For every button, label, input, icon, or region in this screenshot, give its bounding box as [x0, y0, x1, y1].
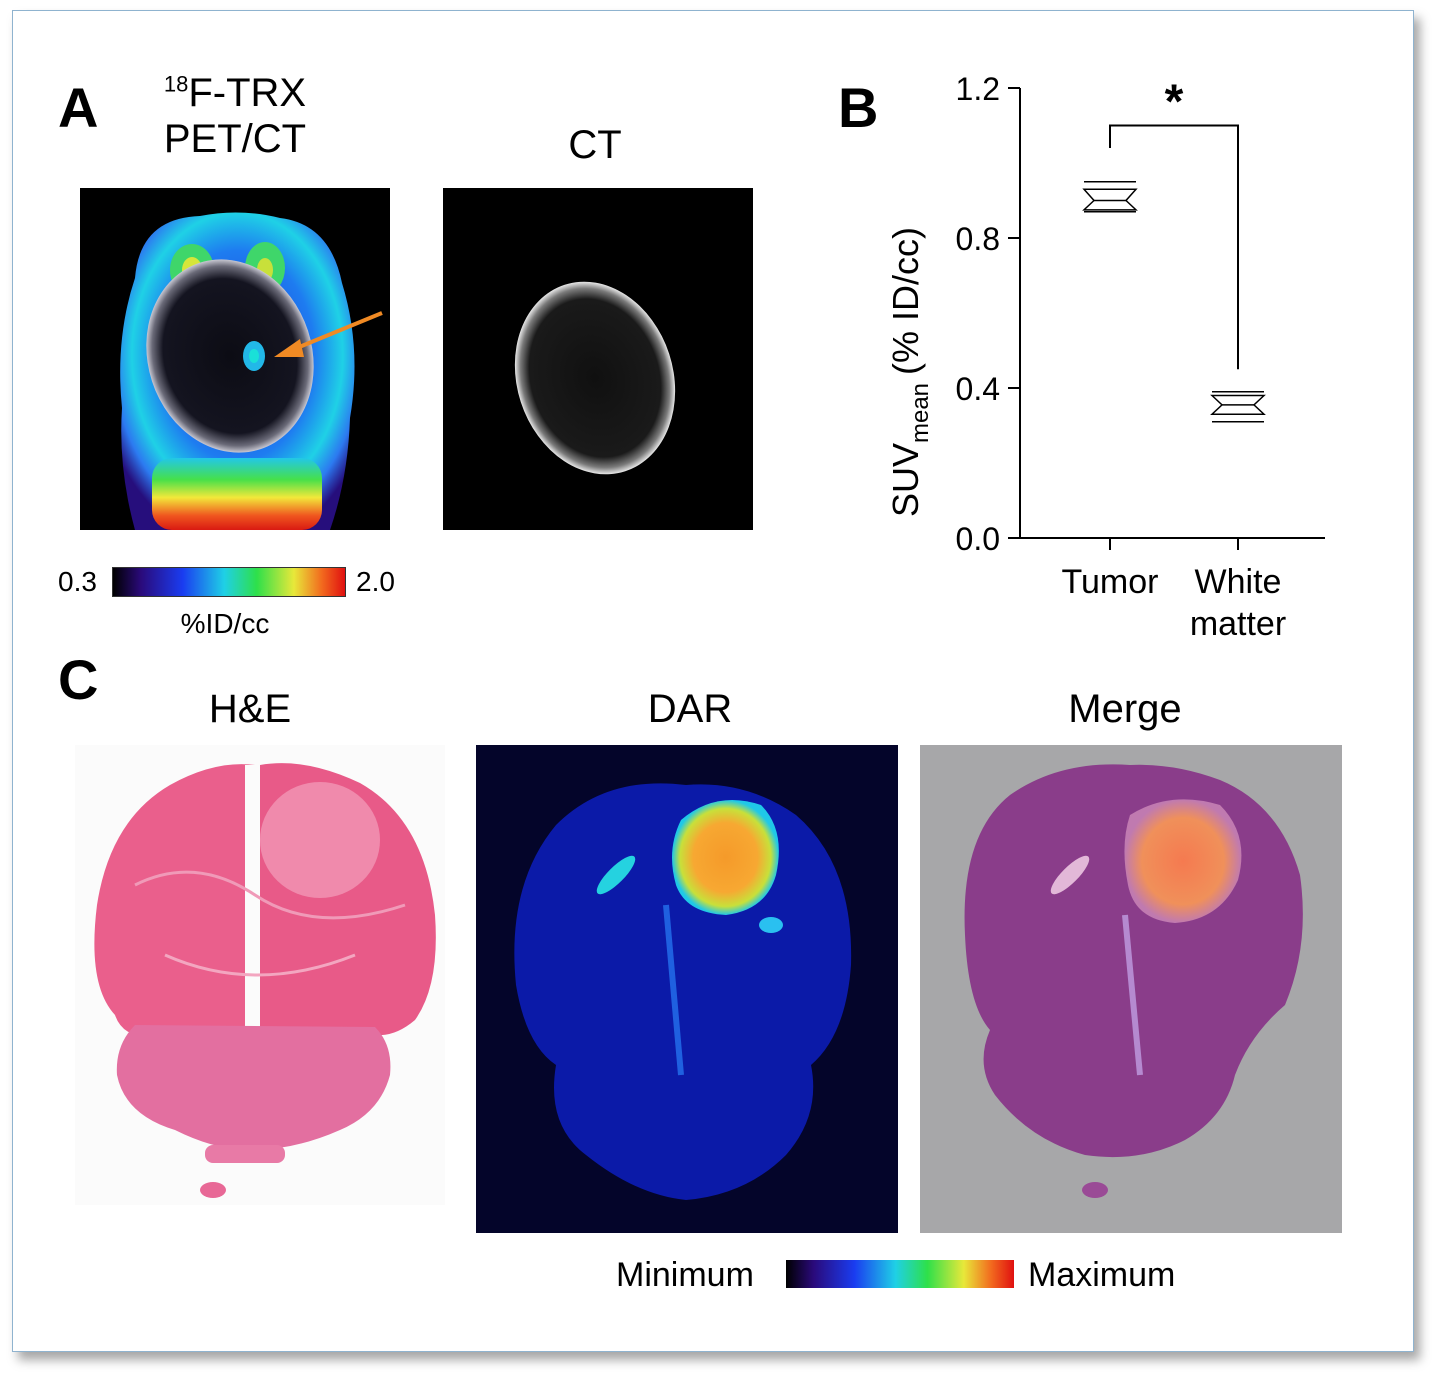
significance-star: * [1165, 76, 1184, 129]
pet-title-superscript: 18 [163, 71, 189, 97]
pet-title-line2: PET/CT [163, 117, 307, 161]
dar-colorbar-min: Minimum [616, 1256, 754, 1294]
x-tick-label: Tumor [1062, 563, 1159, 601]
box-white-matter [1210, 391, 1266, 423]
pet-title-line1: F-TRX [188, 71, 307, 115]
y-axis-label: SUVmean (% ID/cc) [885, 227, 934, 517]
panel-a-letter: A [58, 76, 99, 139]
y-tick-label: 0.4 [956, 371, 1000, 407]
ct-title: CT [568, 123, 622, 167]
bracket-line [1109, 124, 1239, 370]
pet-colorbar-max: 2.0 [356, 566, 395, 597]
pet-colorbar-min: 0.3 [58, 566, 97, 597]
tumor-arrow [274, 311, 383, 357]
panel-b-letter: B [838, 76, 879, 139]
y-axis-label-main: SUV [885, 443, 926, 517]
pet-ct-title: 18F-TRX PET/CT [130, 70, 340, 162]
ct-image [443, 188, 753, 530]
merge-image [920, 745, 1342, 1233]
y-tick-label: 0.0 [956, 521, 1000, 557]
dar-title: DAR [647, 687, 733, 731]
suv-chart: 0.0 0.4 0.8 1.2 Tumor White matter * SUVmean (… [885, 71, 1325, 643]
panel-c-letter: C [58, 648, 99, 711]
pet-colorbar-unit: %ID/cc [180, 608, 270, 639]
x-tick-label: matter [1190, 605, 1286, 643]
y-axis-label-sub: mean [907, 383, 934, 443]
y-tick-label: 0.8 [956, 221, 1000, 257]
boxes [1082, 181, 1266, 423]
pet-colorbar [112, 567, 346, 597]
x-tick-label: White [1195, 563, 1282, 601]
y-axis: 0.0 0.4 0.8 1.2 [956, 71, 1021, 557]
dar-colorbar [786, 1260, 1014, 1288]
box-tumor [1082, 181, 1138, 213]
merge-title: Merge [1068, 687, 1182, 731]
x-axis: Tumor White matter [1020, 537, 1325, 643]
he-image [75, 745, 445, 1205]
he-title: H&E [208, 687, 292, 731]
y-tick-label: 1.2 [956, 71, 1000, 107]
dar-colorbar-max: Maximum [1028, 1256, 1176, 1294]
pet-ct-image [80, 188, 390, 530]
box-body [1082, 188, 1138, 211]
y-axis-label-unit: (% ID/cc) [885, 227, 926, 375]
significance-bracket: * [1109, 76, 1239, 370]
dar-image [476, 745, 898, 1233]
